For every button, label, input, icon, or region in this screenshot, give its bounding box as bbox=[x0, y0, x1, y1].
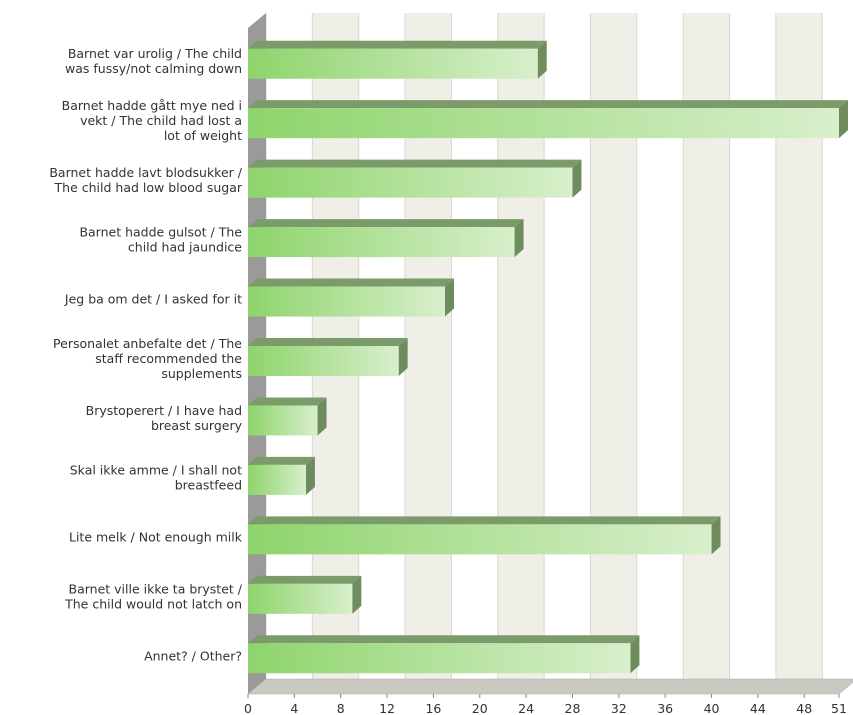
x-tick-label: 8 bbox=[337, 701, 345, 715]
bar bbox=[248, 643, 631, 674]
bar bbox=[248, 48, 538, 79]
category-label-line: lot of weight bbox=[164, 128, 242, 143]
bar-side bbox=[514, 219, 524, 258]
bar bbox=[248, 346, 399, 376]
x-tick-label: 4 bbox=[290, 701, 298, 715]
category-label: Personalet anbefalte det / The staff reco… bbox=[53, 336, 242, 381]
bar-side bbox=[537, 40, 547, 79]
bar bbox=[248, 286, 445, 317]
bar-top bbox=[248, 219, 524, 228]
bar bbox=[248, 524, 712, 555]
bar-side bbox=[839, 100, 848, 139]
category-label: Brystoperert / I have had breast surgery bbox=[86, 403, 243, 433]
x-tick-label: 28 bbox=[565, 701, 581, 715]
category-labels: Barnet var urolig / The child was fussy/n… bbox=[49, 46, 242, 663]
bar-side bbox=[352, 575, 362, 614]
category-label-line: Personalet anbefalte det / The bbox=[53, 336, 242, 351]
bar-top bbox=[248, 397, 327, 406]
category-label: Barnet ville ikke ta brystet / The child … bbox=[64, 581, 243, 611]
x-tick-labels: 0 4 8 12 16 20 24 28 32 36 40 44 48 51 bbox=[244, 701, 847, 715]
x-tick-label: 16 bbox=[425, 701, 441, 715]
category-label-line: The child would not latch on bbox=[64, 596, 242, 611]
x-tick-label: 44 bbox=[750, 701, 766, 715]
category-label-line: Barnet hadde gått mye ned i bbox=[62, 98, 242, 113]
category-label-line: Barnet ville ikke ta brystet / bbox=[69, 581, 243, 596]
bar-top bbox=[248, 516, 721, 525]
category-label-line: breast surgery bbox=[151, 418, 243, 433]
category-label: Barnet hadde lavt blodsukker / The child … bbox=[49, 165, 242, 195]
category-label: Barnet hadde gått mye ned i vekt / The ch… bbox=[62, 98, 242, 143]
category-label-line: Jeg ba om det / I asked for it bbox=[64, 292, 242, 307]
category-label-line: Lite melk / Not enough milk bbox=[69, 529, 243, 544]
bar bbox=[248, 464, 306, 495]
bar-side bbox=[398, 338, 408, 376]
category-label: Jeg ba om det / I asked for it bbox=[64, 292, 242, 307]
bar bbox=[248, 108, 839, 139]
x-tick-label: 51 bbox=[831, 701, 847, 715]
x-tick-label: 48 bbox=[796, 701, 812, 715]
bar-side bbox=[445, 278, 454, 317]
category-label: Barnet var urolig / The child was fussy/n… bbox=[65, 46, 242, 76]
category-label-line: Brystoperert / I have had bbox=[86, 403, 242, 418]
category-label: Annet? / Other? bbox=[144, 648, 242, 663]
x-tick-label: 24 bbox=[518, 701, 534, 715]
category-label: Lite melk / Not enough milk bbox=[69, 529, 243, 544]
category-label: Skal ikke amme / I shall not breastfeed bbox=[70, 462, 242, 492]
bar bbox=[248, 227, 515, 258]
category-label-line: Annet? / Other? bbox=[144, 648, 242, 663]
category-label-line: vekt / The child had lost a bbox=[80, 113, 242, 128]
category-label-line: child had jaundice bbox=[128, 240, 242, 255]
category-label-line: staff recommended the bbox=[95, 351, 242, 366]
bar-side bbox=[317, 397, 327, 436]
category-label-line: breastfeed bbox=[175, 477, 242, 492]
bar-side bbox=[711, 516, 721, 555]
category-label-line: Barnet hadde gulsot / The bbox=[79, 225, 242, 240]
bar-top bbox=[248, 635, 640, 644]
x-tick-label: 36 bbox=[657, 701, 673, 715]
x-tick-label: 12 bbox=[379, 701, 395, 715]
x-tick-label: 40 bbox=[704, 701, 720, 715]
bar bbox=[248, 583, 353, 614]
bar-top bbox=[248, 456, 315, 465]
category-label-line: Barnet var urolig / The child bbox=[68, 46, 242, 61]
bar-top bbox=[248, 40, 547, 49]
floor bbox=[247, 678, 853, 695]
bar bbox=[248, 405, 318, 436]
x-tick-label: 20 bbox=[472, 701, 488, 715]
category-label-line: Barnet hadde lavt blodsukker / bbox=[49, 165, 242, 180]
bar-top bbox=[248, 575, 362, 584]
category-label-line: The child had low blood sugar bbox=[54, 180, 243, 195]
bar-side bbox=[630, 635, 640, 674]
category-label-line: supplements bbox=[161, 366, 242, 381]
bar-top bbox=[248, 159, 582, 168]
bars bbox=[248, 40, 848, 674]
category-label-line: was fussy/not calming down bbox=[65, 61, 242, 76]
x-tick-label: 32 bbox=[611, 701, 627, 715]
bar-side bbox=[572, 159, 582, 198]
category-label-line: Skal ikke amme / I shall not bbox=[70, 462, 242, 477]
bar-top bbox=[248, 278, 454, 287]
category-label: Barnet hadde gulsot / The child had jaund… bbox=[79, 225, 242, 255]
x-tick-label: 0 bbox=[244, 701, 252, 715]
bar-top bbox=[248, 338, 408, 346]
bar-side bbox=[305, 456, 315, 495]
bar bbox=[248, 167, 573, 198]
bar-top bbox=[248, 100, 848, 109]
